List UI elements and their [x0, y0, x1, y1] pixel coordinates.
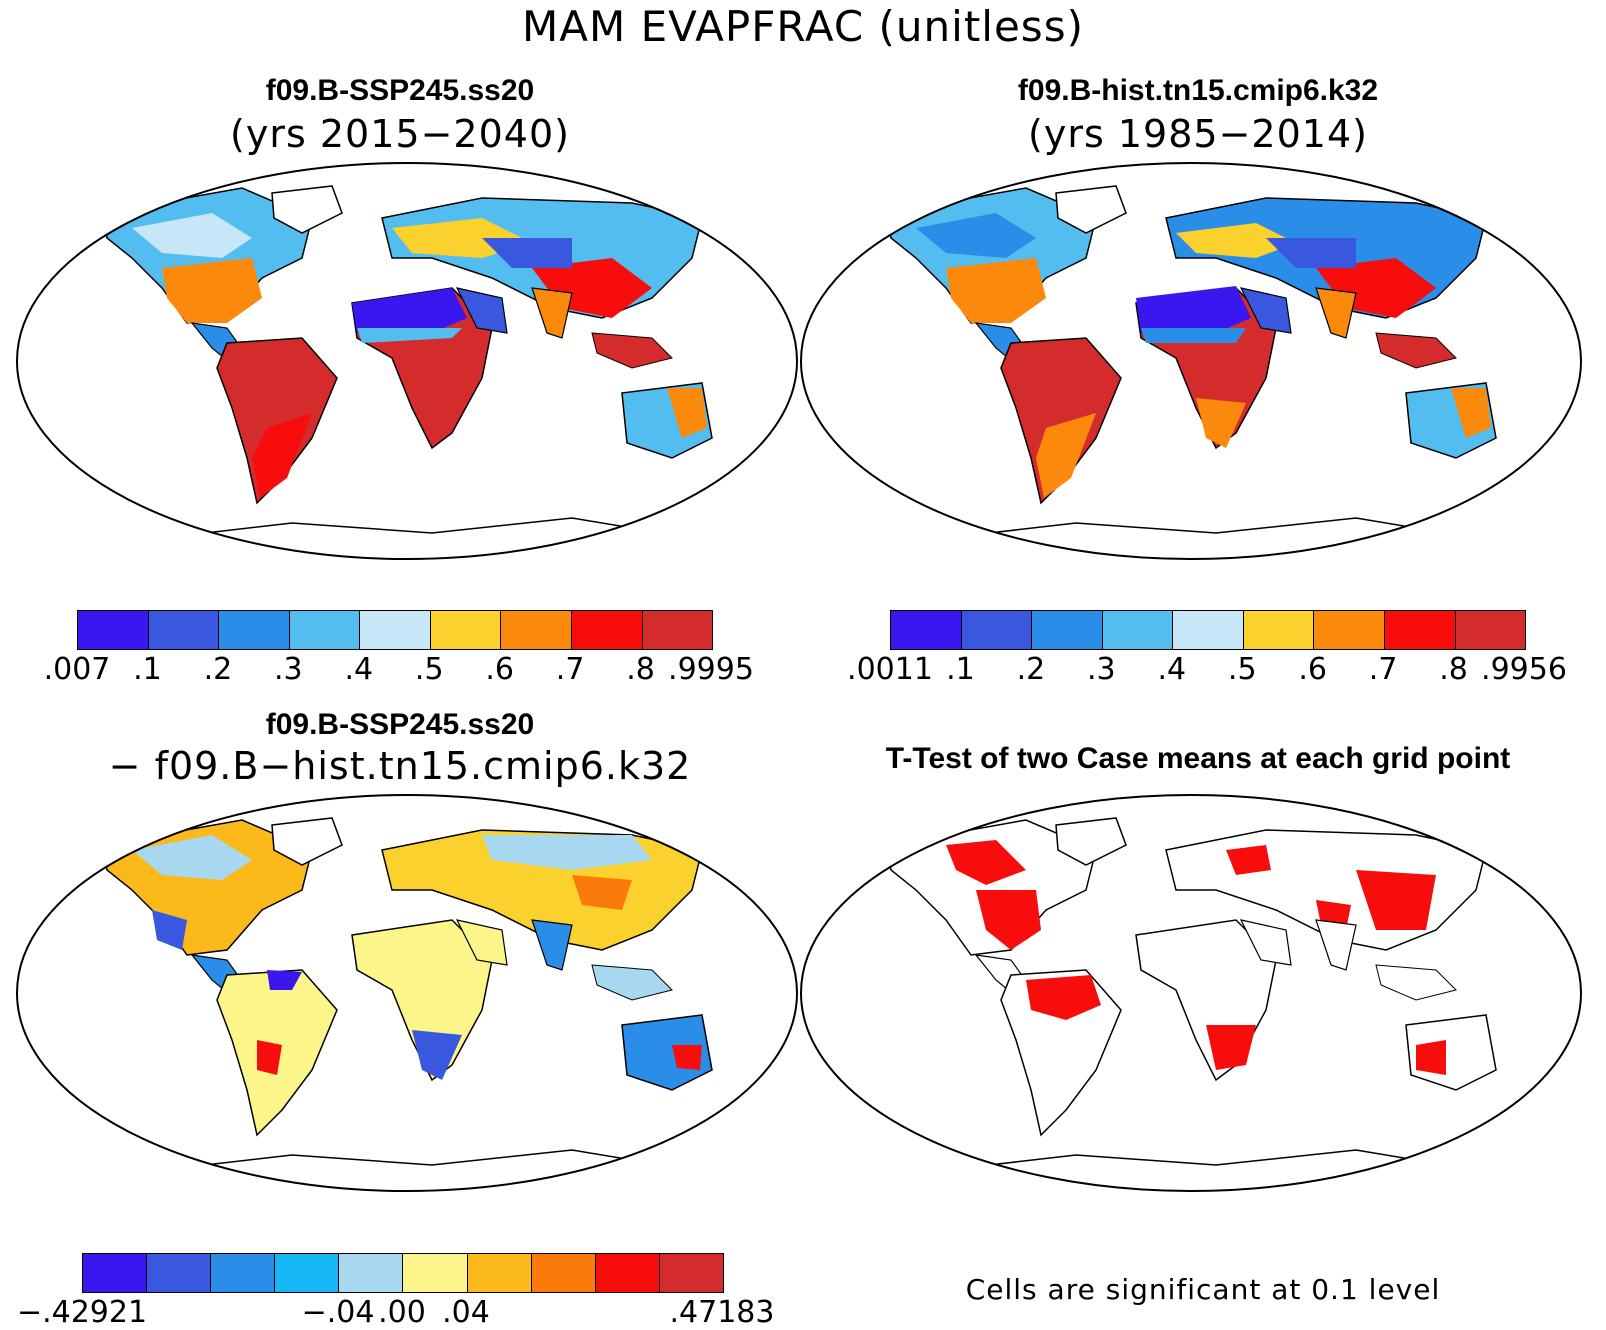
- panel2-subtitle: (yrs 1985−2014): [1028, 112, 1368, 156]
- colorbar2-tick-label: .4: [1157, 652, 1187, 687]
- colorbar2-tick-label: .1: [946, 652, 975, 687]
- colorbar2-swatch: [961, 611, 1033, 649]
- colorbar1-tick-label: .1: [133, 652, 162, 687]
- colorbar1-swatch: [360, 611, 431, 649]
- colorbar1-swatch: [501, 611, 572, 649]
- colorbar3-tick-label: .04: [442, 1295, 490, 1330]
- colorbar3-swatch: [211, 1254, 276, 1292]
- panel3-subtitle: − f09.B−hist.tn15.cmip6.k32: [108, 744, 692, 788]
- map-panel-difference: [16, 794, 798, 1192]
- colorbar1-tick-label: .7: [555, 652, 585, 687]
- colorbar1-swatch: [148, 611, 220, 649]
- colorbar2-swatch: [1032, 611, 1103, 649]
- panel2-title: f09.B-hist.tn15.cmip6.k32: [1017, 74, 1379, 107]
- colorbar-panel3: [82, 1253, 724, 1293]
- colorbar3-tick-label: −.42921: [16, 1295, 148, 1330]
- colorbar1-swatch: [642, 611, 713, 649]
- colorbar2-swatch: [1173, 611, 1244, 649]
- map-panel-ssp245: [16, 162, 798, 560]
- colorbar2-tick-label: .7: [1368, 652, 1398, 687]
- colorbar3-swatch: [659, 1254, 723, 1292]
- colorbar2-tick-label: .0011: [847, 652, 933, 687]
- map-panel-ttest: [800, 794, 1582, 1192]
- colorbar-panel1: [77, 610, 713, 650]
- colorbar1-swatch: [78, 611, 149, 649]
- colorbar2-tick-label: .2: [1016, 652, 1046, 687]
- colorbar-panel2: [890, 610, 1526, 650]
- colorbar2-swatch: [1243, 611, 1315, 649]
- colorbar2-swatch: [1314, 611, 1385, 649]
- colorbar3-swatch: [403, 1254, 468, 1292]
- panel4-title: T-Test of two Case means at each grid po…: [885, 742, 1511, 775]
- colorbar2-tick-label: .6: [1298, 652, 1327, 687]
- colorbar2-tick-label: .9956: [1481, 652, 1567, 687]
- colorbar1-swatch: [219, 611, 290, 649]
- colorbar1-tick-label: .5: [414, 652, 444, 687]
- colorbar1-swatch: [571, 611, 643, 649]
- colorbar3-tick-label: .00: [378, 1295, 426, 1330]
- colorbar2-tick-label: .3: [1087, 652, 1116, 687]
- main-title: MAM EVAPFRAC (unitless): [522, 2, 1084, 51]
- colorbar1-tick-label: .4: [344, 652, 374, 687]
- colorbar1-tick-label: .2: [203, 652, 233, 687]
- colorbar3-tick-label: .47183: [669, 1295, 775, 1330]
- colorbar3-swatch: [83, 1254, 148, 1292]
- colorbar1-tick-label: .8: [626, 652, 655, 687]
- colorbar3-swatch: [467, 1254, 532, 1292]
- panel3-title: f09.B-SSP245.ss20: [265, 708, 535, 741]
- colorbar3-swatch: [275, 1254, 340, 1292]
- significance-note: Cells are significant at 0.1 level: [965, 1273, 1441, 1306]
- colorbar3-tick-label: −.04: [301, 1295, 375, 1330]
- colorbar1-tick-label: .007: [43, 652, 111, 687]
- colorbar1-tick-label: .3: [274, 652, 303, 687]
- panel1-subtitle: (yrs 2015−2040): [230, 112, 570, 156]
- colorbar2-swatch: [1384, 611, 1456, 649]
- colorbar2-tick-label: .5: [1227, 652, 1257, 687]
- map-panel-hist: [800, 162, 1582, 560]
- colorbar1-tick-label: .6: [485, 652, 514, 687]
- colorbar2-swatch: [891, 611, 962, 649]
- colorbar1-swatch: [430, 611, 502, 649]
- colorbar3-swatch: [595, 1254, 660, 1292]
- colorbar3-swatch: [531, 1254, 596, 1292]
- colorbar2-swatch: [1455, 611, 1526, 649]
- colorbar3-swatch: [339, 1254, 404, 1292]
- colorbar1-swatch: [289, 611, 361, 649]
- panel1-title: f09.B-SSP245.ss20: [265, 74, 535, 107]
- colorbar2-tick-label: .8: [1439, 652, 1468, 687]
- colorbar3-swatch: [147, 1254, 212, 1292]
- colorbar2-swatch: [1102, 611, 1174, 649]
- colorbar1-tick-label: .9995: [668, 652, 754, 687]
